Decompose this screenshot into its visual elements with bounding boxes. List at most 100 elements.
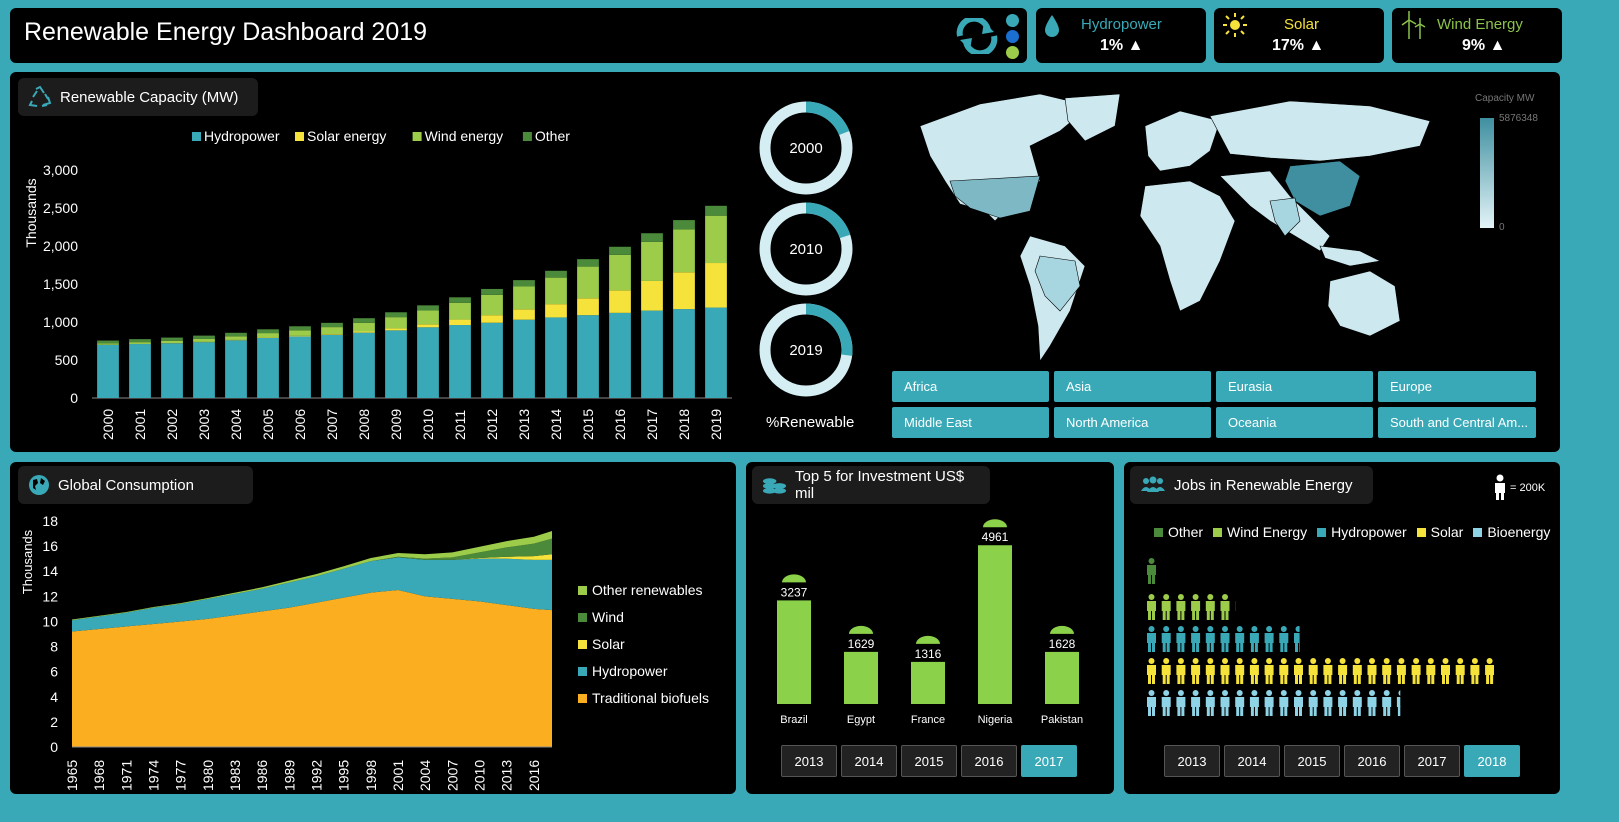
- year-button-2017[interactable]: 2017: [1021, 745, 1077, 777]
- region-button-africa[interactable]: Africa: [892, 371, 1049, 402]
- region-button-europe[interactable]: Europe: [1378, 371, 1536, 402]
- donut-fill: [759, 101, 853, 195]
- region-button-south-central-america[interactable]: South and Central Am...: [1378, 407, 1536, 438]
- legend-item: Traditional biofuels: [578, 690, 709, 706]
- person-figure: [1485, 658, 1495, 684]
- person-figure: [1249, 658, 1259, 684]
- year-button-2013[interactable]: 2013: [1164, 745, 1220, 777]
- dot-icon[interactable]: [1006, 46, 1019, 59]
- wind-turbine-icon: [1401, 11, 1426, 39]
- year-button-2015[interactable]: 2015: [1284, 745, 1340, 777]
- person-figure: [1264, 690, 1274, 716]
- bar-segment: [385, 328, 407, 331]
- person-figure: [1161, 658, 1171, 684]
- legend-label: Other: [1168, 524, 1204, 540]
- bar-segment: [577, 266, 599, 299]
- year-button-2015[interactable]: 2015: [901, 745, 957, 777]
- x-tick-label: 2005: [260, 409, 276, 440]
- legend-label: Wind energy: [425, 128, 504, 144]
- dot-icon[interactable]: [1006, 14, 1019, 27]
- bar-segment: [193, 335, 215, 339]
- kpi-value: 17% ▲: [1272, 37, 1325, 54]
- x-tick-label: 2019: [708, 409, 724, 440]
- year-button-2017[interactable]: 2017: [1404, 745, 1460, 777]
- legend-label: Wind Energy: [1227, 524, 1308, 540]
- year-button-2016[interactable]: 2016: [961, 745, 1017, 777]
- legend-swatch: [1317, 527, 1327, 537]
- kpi-value: 1% ▲: [1100, 37, 1144, 54]
- bar-segment: [225, 332, 247, 337]
- bar-segment: [225, 336, 247, 340]
- area-series: [72, 557, 552, 632]
- refresh-icon[interactable]: [954, 18, 1000, 54]
- bar-segment: [353, 331, 375, 333]
- bar-segment: [545, 270, 567, 278]
- legend-item: Hydropower: [1317, 524, 1407, 540]
- legend-item: Bioenergy: [1473, 524, 1550, 540]
- legend-item: Solar: [578, 636, 709, 652]
- person-figure: [1205, 690, 1215, 716]
- year-button-2013[interactable]: 2013: [781, 745, 837, 777]
- header-panel: Renewable Energy Dashboard 2019: [10, 8, 1027, 63]
- consumption-header: Global Consumption: [18, 466, 253, 504]
- jobs-title: Jobs in Renewable Energy: [1174, 476, 1353, 494]
- bar-segment: [321, 322, 343, 328]
- person-figure: [1205, 658, 1215, 684]
- y-axis-label: Thousands: [20, 529, 35, 594]
- person-figure: [1338, 690, 1348, 716]
- y-tick-label: 10: [42, 613, 58, 629]
- region-button-oceania[interactable]: Oceania: [1216, 407, 1373, 438]
- bar-segment: [97, 344, 119, 398]
- x-tick-label: Egypt: [847, 714, 875, 726]
- bar-segment: [321, 334, 343, 335]
- bar-segment: [97, 343, 119, 345]
- y-tick-label: 500: [55, 352, 79, 368]
- region-button-eurasia[interactable]: Eurasia: [1216, 371, 1373, 402]
- year-button-2018[interactable]: 2018: [1464, 745, 1520, 777]
- region-button-asia[interactable]: Asia: [1054, 371, 1211, 402]
- bar-segment: [609, 246, 631, 255]
- year-button-2014[interactable]: 2014: [1224, 745, 1280, 777]
- x-tick-label: 2014: [548, 409, 564, 440]
- bar-segment: [705, 263, 727, 308]
- world-map[interactable]: [890, 86, 1470, 366]
- data-label: 1628: [1049, 637, 1076, 651]
- person-figure: [1279, 658, 1289, 684]
- bar-segment: [161, 340, 183, 344]
- legend-item: Other renewables: [578, 582, 709, 598]
- bar-segment: [321, 334, 343, 398]
- bar-segment: [129, 339, 151, 343]
- year-button-2014[interactable]: 2014: [841, 745, 897, 777]
- person-figure: [1147, 626, 1156, 652]
- kpi-label: Wind Energy: [1437, 16, 1523, 33]
- map-legend-max: 5876348: [1499, 113, 1538, 124]
- y-tick-label: 12: [42, 588, 58, 604]
- person-figure: [1294, 658, 1303, 684]
- person-figure: [1191, 690, 1201, 716]
- arrow-up-icon: ▲: [1127, 37, 1144, 54]
- bar: [911, 661, 945, 704]
- person-figure: [1176, 626, 1186, 652]
- x-tick-label: 2003: [196, 409, 212, 440]
- region-button-north-america[interactable]: North America: [1054, 407, 1211, 438]
- year-button-2016[interactable]: 2016: [1344, 745, 1400, 777]
- x-tick-label: 2007: [444, 760, 460, 791]
- bar-segment: [673, 220, 695, 230]
- consumption-panel: Global Consumption 0 2 4 6 8 10 12 14 16 18 Thousa…: [10, 462, 736, 794]
- map-usa: [949, 175, 1041, 219]
- person-icon: [1495, 474, 1505, 500]
- region-button-middle-east[interactable]: Middle East: [892, 407, 1049, 438]
- bar-segment: [129, 342, 151, 344]
- x-tick-label: 1995: [336, 760, 352, 791]
- map-china: [1284, 160, 1361, 217]
- bar-segment: [353, 322, 375, 332]
- person-figure: [1279, 690, 1289, 716]
- legend-swatch: [295, 132, 304, 141]
- dot-icon[interactable]: [1006, 30, 1019, 43]
- person-figure: [1441, 658, 1450, 684]
- person-figure: [1147, 558, 1156, 584]
- bar-segment: [449, 297, 471, 303]
- person-figure: [1220, 594, 1230, 620]
- x-tick-label: 2009: [388, 409, 404, 440]
- x-tick-label: Brazil: [780, 714, 808, 726]
